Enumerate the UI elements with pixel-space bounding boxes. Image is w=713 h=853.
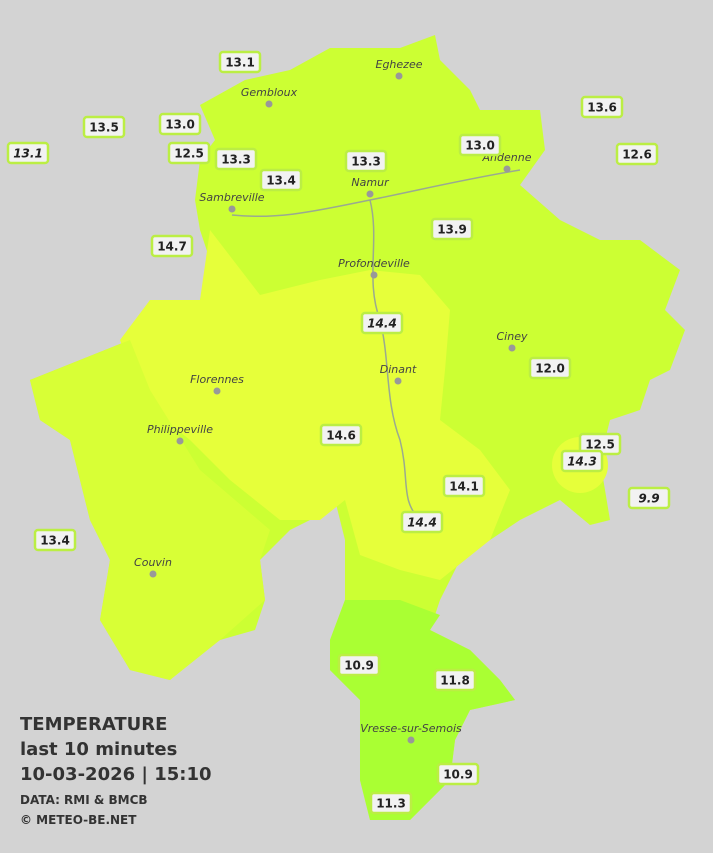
town-label: Dinant	[380, 363, 417, 376]
station-box	[627, 486, 671, 510]
station-box	[150, 234, 194, 258]
station-box	[6, 141, 50, 165]
station-box	[400, 510, 444, 534]
station-box	[82, 115, 126, 139]
town-dot	[366, 190, 374, 198]
station-box	[259, 168, 303, 192]
station-box	[214, 147, 258, 171]
station-temp: 14.4	[407, 516, 437, 530]
station-temp: 13.4	[40, 534, 70, 548]
warm-zone	[120, 230, 510, 580]
town-label: Vresse-sur-Semois	[360, 722, 462, 735]
station-box	[436, 762, 480, 786]
station-temp: 14.4	[367, 317, 397, 331]
station-box	[337, 653, 381, 677]
town-dot	[149, 570, 157, 578]
title-datetime: 10-03-2026 | 15:10	[20, 764, 212, 785]
town-dot	[370, 271, 378, 279]
station-temp: 12.5	[174, 147, 204, 161]
town-dot	[503, 165, 511, 173]
station-temp: 12.0	[535, 362, 565, 376]
station-temp: 13.5	[89, 121, 119, 135]
station-box	[158, 112, 202, 136]
river	[231, 169, 521, 521]
station-box	[360, 311, 404, 335]
station-box	[167, 141, 211, 165]
title-period: last 10 minutes	[20, 739, 177, 760]
station-temp: 14.3	[567, 455, 597, 469]
town-dot	[228, 205, 236, 213]
station-temp: 13.4	[266, 174, 296, 188]
town-dot	[395, 72, 403, 80]
station-temp: 13.1	[13, 147, 43, 161]
station-box	[319, 423, 363, 447]
town-dot	[508, 344, 516, 352]
station-temp: 10.9	[443, 768, 473, 782]
town-dot	[213, 387, 221, 395]
station-box	[560, 449, 604, 473]
station-temp: 13.3	[221, 153, 251, 167]
title-heading: TEMPERATURE	[20, 714, 167, 735]
station-box	[615, 142, 659, 166]
station-box	[458, 133, 502, 157]
station-temp: 9.9	[638, 492, 659, 506]
town-label: Eghezee	[376, 58, 423, 71]
title-credit: © METEO-BE.NET	[20, 813, 137, 827]
station-box	[442, 474, 486, 498]
station-temp: 12.6	[622, 148, 652, 162]
station-box	[430, 217, 474, 241]
town-label: Florennes	[190, 373, 244, 386]
town-label: Profondeville	[338, 257, 410, 270]
station-box	[369, 791, 413, 815]
station-temp: 13.0	[165, 118, 195, 132]
town-label: Philippeville	[147, 423, 213, 436]
station-temp: 13.0	[465, 139, 495, 153]
station-temp: 13.3	[351, 155, 381, 169]
cool-zone	[330, 600, 515, 820]
station-temp: 11.3	[376, 797, 406, 811]
station-temp: 14.7	[157, 240, 187, 254]
town-label: Sambreville	[199, 191, 264, 204]
town-label: Namur	[351, 176, 390, 189]
title-source: DATA: RMI & BMCB	[20, 793, 148, 807]
station-box	[528, 356, 572, 380]
station-temp: 13.1	[225, 56, 255, 70]
station-temp: 13.9	[437, 223, 467, 237]
town-dot	[265, 100, 273, 108]
mild-zone	[30, 340, 270, 680]
station-temp: 14.1	[449, 480, 479, 494]
station-box	[344, 149, 388, 173]
station-temp: 12.5	[585, 438, 615, 452]
town-dot	[394, 377, 402, 385]
station-temp: 11.8	[440, 674, 470, 688]
station-temp: 14.6	[326, 429, 356, 443]
station-box	[580, 95, 624, 119]
station-box	[433, 668, 477, 692]
station-box	[33, 528, 77, 552]
town-label: Gembloux	[241, 86, 298, 99]
town-label: Couvin	[134, 556, 172, 569]
town-label: Ciney	[497, 330, 528, 343]
town-dot	[407, 736, 415, 744]
station-temp: 13.6	[587, 101, 617, 115]
town-dot	[176, 437, 184, 445]
station-temp: 10.9	[344, 659, 374, 673]
station-box	[218, 50, 262, 74]
